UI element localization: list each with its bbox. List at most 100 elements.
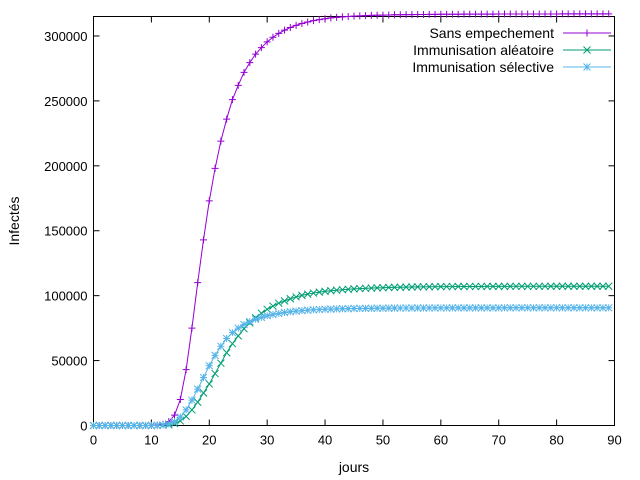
data-point [384,304,393,312]
data-point [575,303,584,312]
data-point [274,309,283,318]
data-point [188,406,196,414]
data-point [523,282,532,291]
data-point [471,282,480,291]
data-point [599,282,607,291]
data-point [338,285,347,294]
data-point [350,285,358,293]
data-point [315,16,323,24]
x-tick-label: 50 [376,433,390,448]
data-point [344,285,353,294]
data-point [211,164,219,172]
axis-ticks: 0 10 20 30 40 50 60 70 80 90 0 50000 100000 150000 200… [44,16,622,448]
data-point [390,304,399,312]
data-point [529,303,538,312]
data-point [367,284,376,292]
data-point [460,282,468,291]
data-point [298,291,306,300]
data-point [315,305,324,314]
data-point [535,303,544,312]
data-point [176,413,185,421]
data-point [564,282,573,291]
data-point [245,317,254,326]
data-point [564,303,573,312]
plot-frame [93,16,615,426]
series-line [93,307,609,426]
data-point [199,236,207,244]
data-point [471,304,480,312]
data-point [529,282,538,291]
legend-swatch-marker [583,46,591,54]
data-point [170,417,179,426]
data-point [448,304,457,312]
data-point [263,311,272,320]
y-tick-label: 0 [80,419,87,434]
series-line [93,285,609,426]
data-point [448,282,457,291]
data-point [373,284,382,292]
data-point [257,313,266,322]
data-point [95,421,104,430]
series-layer [89,10,613,430]
data-point [454,282,463,291]
y-tick-label: 250000 [44,94,87,109]
data-point [234,324,243,332]
x-tick-label: 10 [144,433,158,448]
data-point [228,96,236,104]
data-point [303,306,312,315]
series-line [93,13,609,426]
data-point [442,304,451,312]
data-point [489,304,497,312]
data-point [269,33,277,41]
data-point [390,283,399,292]
data-point [188,396,196,405]
data-point [379,304,387,313]
data-point [581,303,590,312]
data-point [280,308,289,317]
data-point [234,332,243,340]
data-point [199,389,208,397]
x-axis-label: jours [338,459,369,475]
y-tick-label: 150000 [44,224,87,239]
legend-swatch-marker [583,29,591,37]
data-point [431,282,439,291]
data-point [338,304,347,313]
y-tick-label: 50000 [51,354,87,369]
data-point [570,303,578,312]
y-axis-label: Infectés [6,196,22,245]
data-point [182,406,190,414]
data-point [164,420,173,428]
data-point [292,307,300,315]
data-point [454,304,463,312]
data-point [593,303,601,312]
data-point [500,303,509,312]
data-point [408,304,416,312]
data-point [546,303,555,312]
data-point [298,20,306,28]
data-point [465,282,474,291]
data-point [292,21,300,29]
data-point [205,380,214,388]
data-point [107,421,115,430]
data-point [147,421,156,430]
data-point [425,282,434,291]
data-point [135,421,144,430]
data-point [523,303,532,312]
data-point [257,44,265,52]
data-point [384,283,393,292]
data-point [587,282,596,291]
data-point [205,197,213,205]
data-point [419,282,428,291]
data-point [489,282,497,291]
y-tick-label: 200000 [44,159,87,174]
data-point [587,303,596,312]
data-point [344,304,353,313]
data-point [396,304,405,312]
data-point [581,282,590,291]
data-point [558,303,567,312]
x-tick-label: 30 [260,433,274,448]
data-point [512,282,520,291]
data-point [500,282,509,291]
